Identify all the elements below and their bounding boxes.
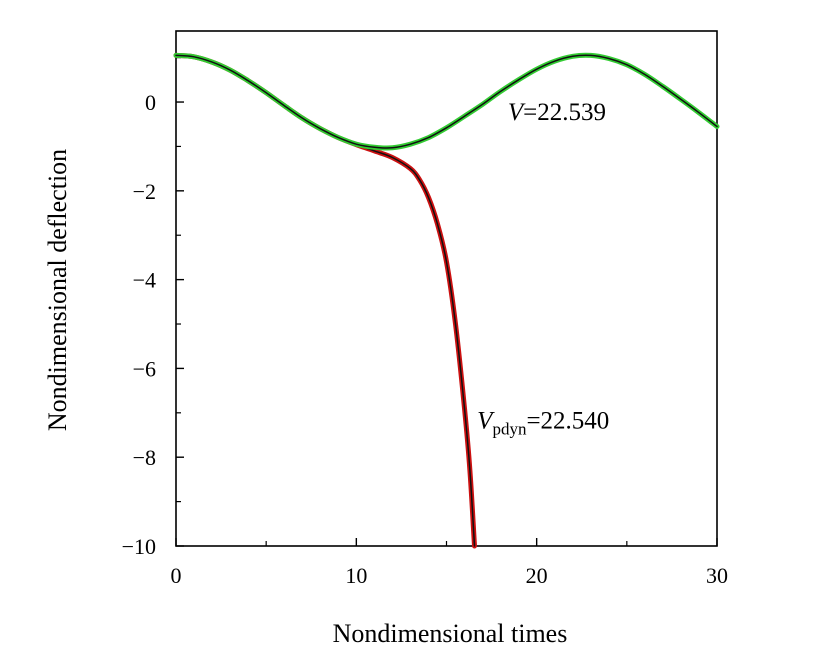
annotation-symbol: V: [508, 99, 526, 126]
x-axis: 0 10 20 30: [171, 538, 728, 588]
x-tick-label: 20: [526, 563, 548, 588]
x-tick-label: 30: [706, 563, 728, 588]
y-tick-label: −8: [133, 445, 156, 470]
series-core-v-22-539: [175, 54, 718, 149]
y-axis-title: Nondimensional deflection: [43, 149, 72, 431]
plot-frame: [175, 30, 718, 547]
annotation-value: =22.539: [523, 99, 606, 126]
annotation-subscript: pdyn: [492, 419, 527, 438]
annotation-symbol: V: [477, 407, 495, 434]
y-tick-label: 0: [145, 90, 156, 115]
x-tick-label: 0: [171, 563, 182, 588]
y-tick-label: −6: [133, 356, 156, 381]
y-tick-label: −4: [133, 268, 156, 293]
y-tick-label: −2: [133, 179, 156, 204]
series-annotation-1: Vpdyn=22.540: [477, 407, 609, 438]
x-tick-label: 10: [345, 563, 367, 588]
x-axis-title: Nondimensional times: [333, 619, 568, 648]
y-tick-label: −10: [122, 534, 156, 559]
y-axis: 0 −2 −4 −6 −8 −10: [122, 57, 184, 559]
series-group: [173, 52, 720, 549]
series-annotation-0: V=22.539: [508, 99, 606, 126]
annotation-value: =22.540: [526, 407, 609, 434]
